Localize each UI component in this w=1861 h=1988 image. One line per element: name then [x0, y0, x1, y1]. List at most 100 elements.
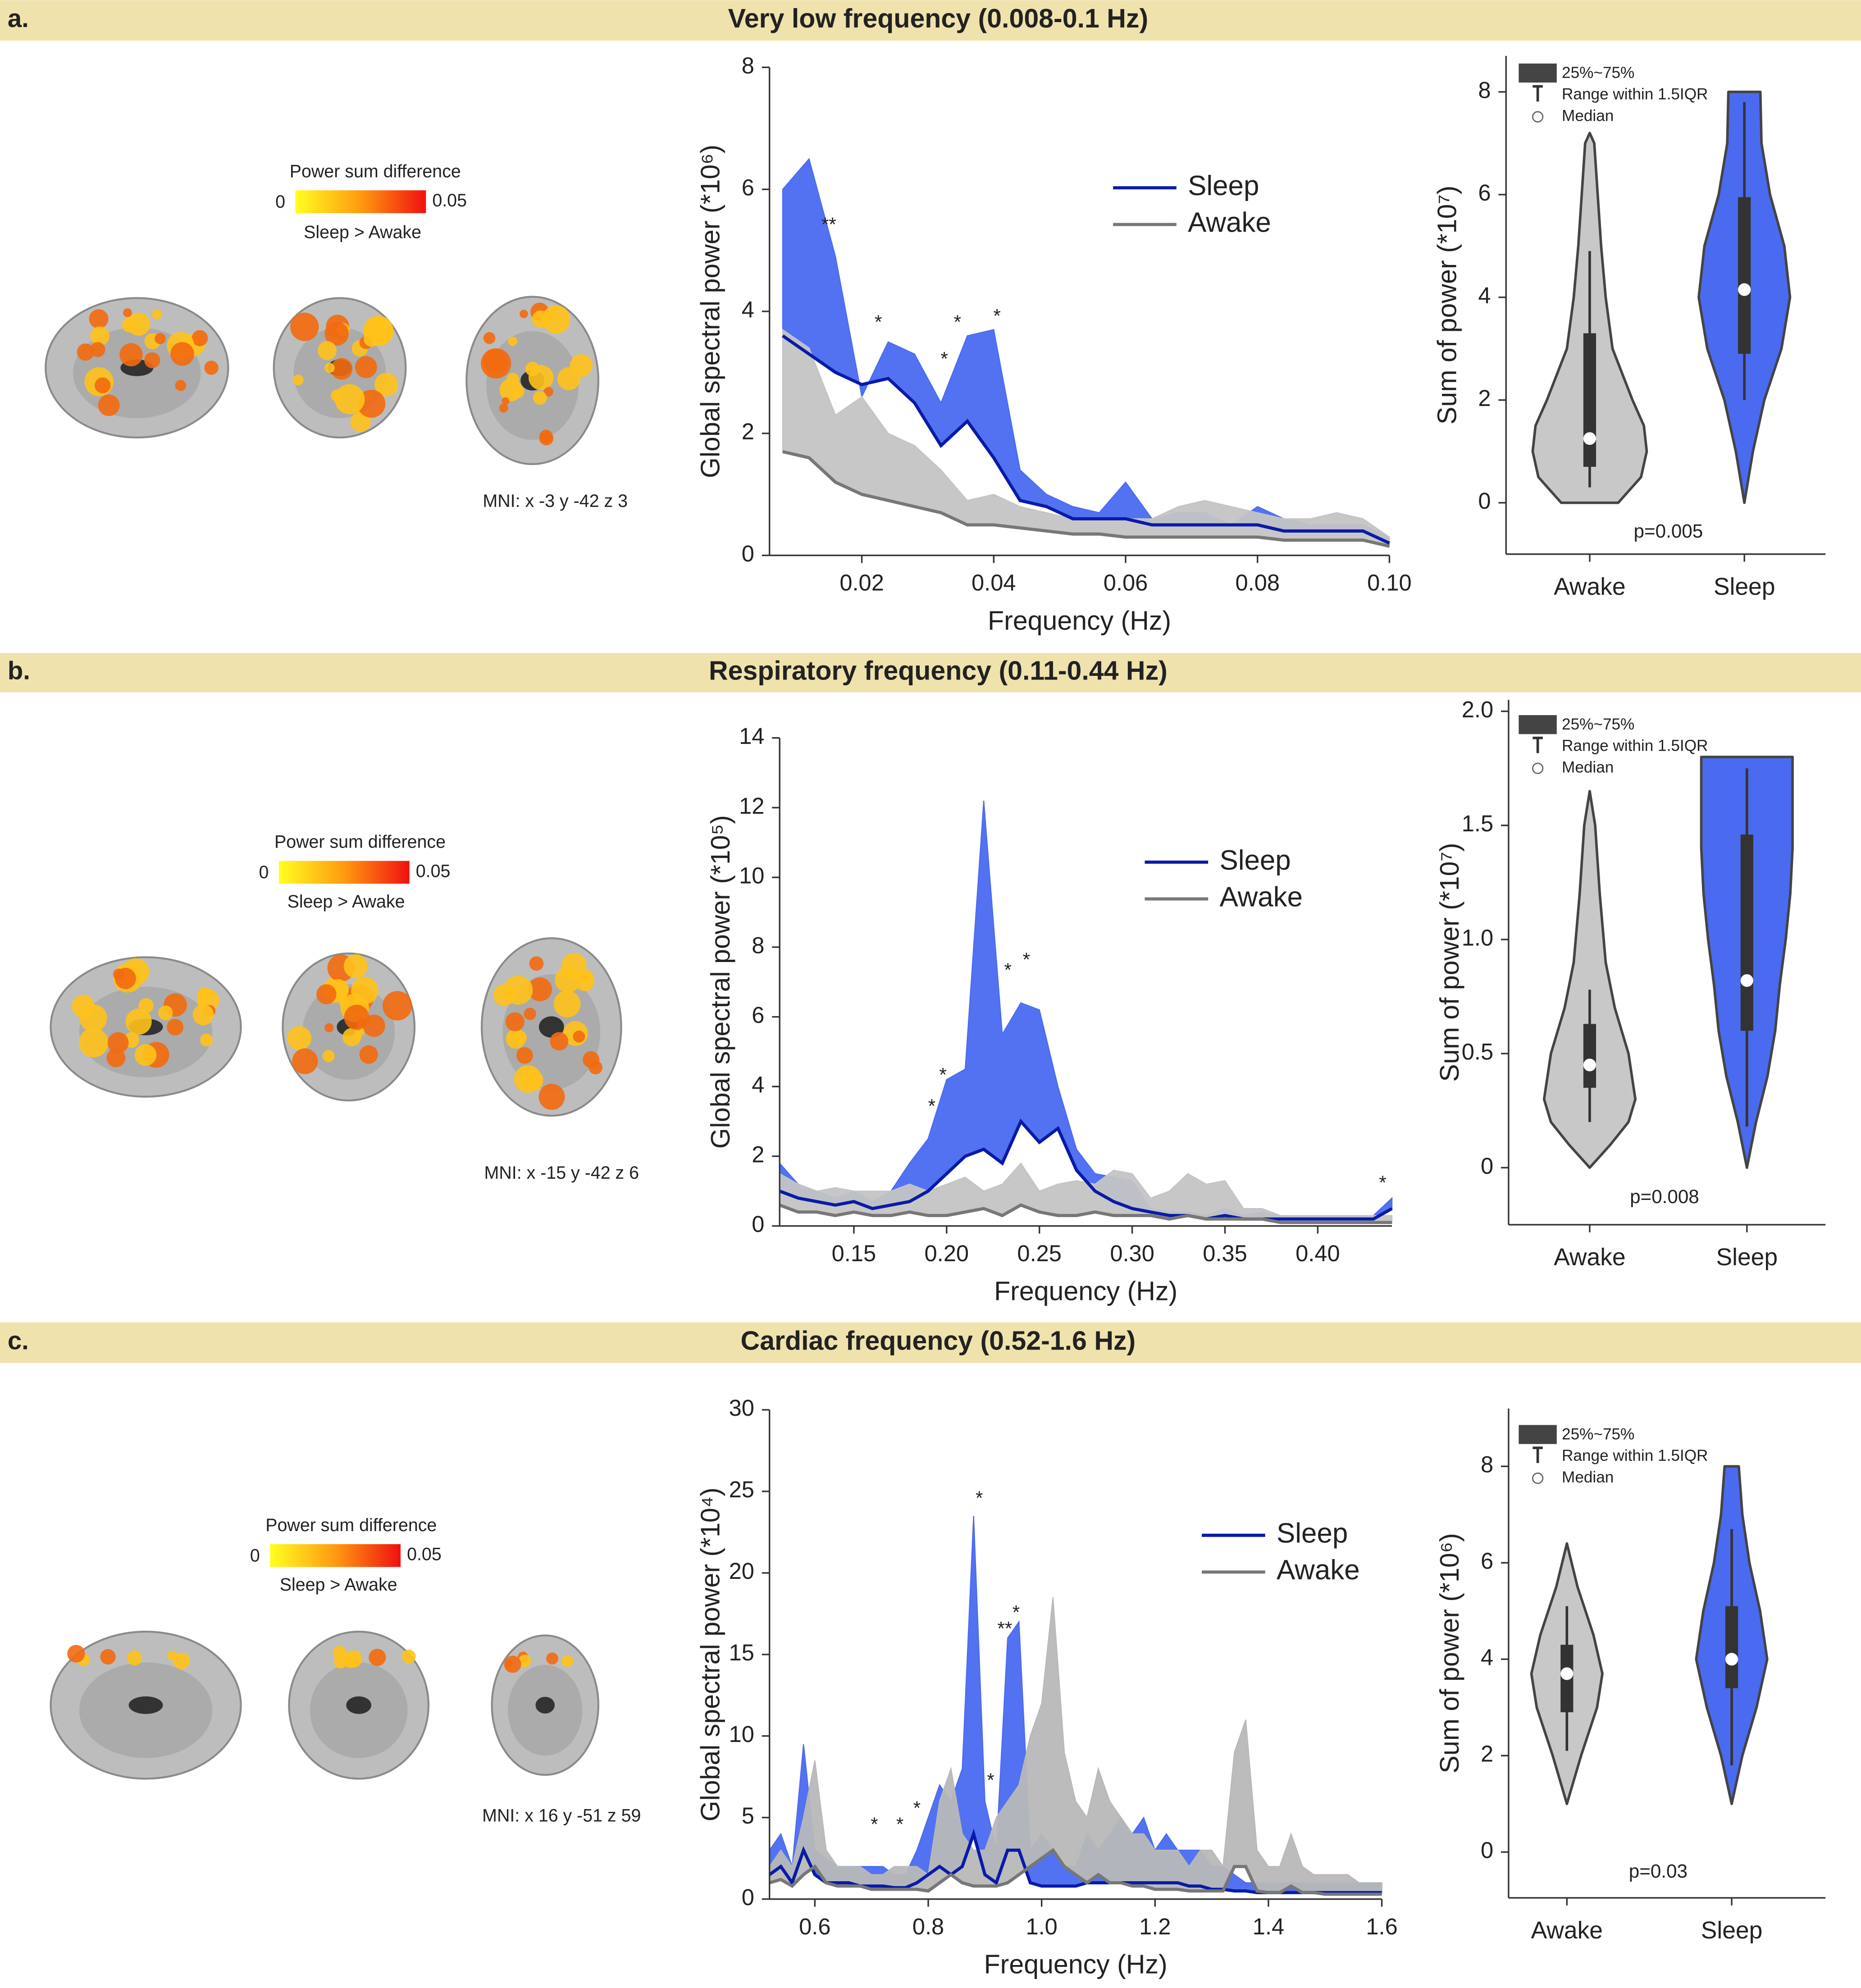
activation-blob [204, 360, 219, 375]
activation-blob [343, 954, 368, 978]
y-tick-label: 20 [729, 1558, 754, 1584]
y-tick-label: 12 [739, 793, 764, 819]
y-tick-label: 30 [729, 1395, 754, 1421]
colorbar-max: 0.05 [432, 191, 467, 210]
y-tick-label: 14 [739, 723, 764, 749]
colorbar [270, 1544, 401, 1567]
legend-label: 25%~75% [1562, 64, 1634, 82]
x-tick-label: 1.4 [1253, 1914, 1284, 1939]
legend-label: Awake [1277, 1555, 1360, 1586]
activation-blob [533, 391, 547, 405]
activation-blob [316, 984, 337, 1004]
activation-blob [197, 987, 213, 1003]
p-value: p=0.005 [1634, 520, 1703, 542]
activation-blob [134, 1044, 157, 1066]
brain-slice [45, 297, 229, 439]
y-tick-label: 0 [1481, 1153, 1493, 1179]
activation-blob [374, 373, 398, 397]
legend-box-swatch [1519, 715, 1557, 734]
activation-blob [79, 1004, 107, 1032]
y-tick-label: 1.5 [1462, 811, 1493, 836]
x-tick-label: Awake [1554, 574, 1625, 600]
x-tick-label: 0.20 [925, 1240, 969, 1266]
section-label: c. [8, 1327, 29, 1355]
activation-blob [100, 1649, 116, 1665]
legend-label: Sleep [1188, 170, 1259, 201]
significance-mark: * [976, 1487, 983, 1509]
y-tick-label: 6 [752, 1002, 764, 1028]
x-tick-label: Awake [1554, 1244, 1625, 1271]
activation-blob [546, 1652, 558, 1665]
y-tick-label: 15 [729, 1640, 754, 1665]
section-label: a. [8, 4, 29, 32]
section-title: Respiratory frequency (0.11-0.44 Hz) [709, 656, 1168, 685]
brain-slice [288, 1631, 430, 1780]
x-tick-label: Awake [1531, 1917, 1603, 1944]
activation-blob [401, 1650, 416, 1664]
x-tick-label: 0.6 [799, 1914, 830, 1939]
median [1583, 1058, 1596, 1072]
section-title: Cardiac frequency (0.52-1.6 Hz) [741, 1326, 1136, 1355]
significance-mark: * [1013, 1601, 1020, 1623]
y-tick-label: 0 [1481, 1838, 1493, 1863]
y-tick-label: 6 [1478, 180, 1491, 205]
activation-blob [553, 990, 581, 1018]
colorbar-note: Sleep > Awake [280, 1575, 397, 1595]
activation-blob [383, 991, 412, 1021]
legend-label: Range within 1.5IQR [1562, 737, 1708, 755]
brain-slice [50, 956, 242, 1098]
median [1725, 1653, 1738, 1666]
mni-coordinates: MNI: x -3 y -42 z 3 [483, 491, 628, 511]
y-tick-label: 0 [742, 1884, 754, 1910]
median [1738, 283, 1751, 296]
section-band [0, 1322, 1861, 1363]
activation-blob [324, 321, 349, 346]
x-tick-label: 0.40 [1295, 1240, 1340, 1266]
activation-blob [144, 352, 160, 369]
activation-blob [502, 397, 510, 405]
activation-blob [106, 1048, 126, 1067]
legend-label: Range within 1.5IQR [1562, 1447, 1708, 1464]
y-axis-label: Global spectral power (*10⁵) [706, 815, 735, 1149]
colorbar-min: 0 [250, 1546, 260, 1566]
legend-label: Range within 1.5IQR [1562, 86, 1708, 103]
legend-label: Median [1562, 759, 1614, 776]
activation-blob [505, 1012, 525, 1031]
line [779, 1118, 1393, 1221]
brain-ventricle [346, 1696, 372, 1714]
significance-mark: * [913, 1797, 921, 1819]
y-tick-label: 1.0 [1462, 925, 1493, 950]
activation-blob [127, 1650, 142, 1666]
activation-blob [317, 341, 337, 360]
activation-blob [90, 342, 105, 357]
section-title: Very low frequency (0.008-0.1 Hz) [728, 4, 1149, 33]
activation-blob [516, 1047, 533, 1064]
colorbar-title: Power sum difference [265, 1515, 437, 1535]
activation-blob [322, 1050, 335, 1062]
section-band [0, 653, 1861, 693]
significance-mark: * [1023, 949, 1030, 970]
activation-blob [67, 1645, 85, 1663]
legend-label: Awake [1188, 207, 1271, 238]
activation-blob [290, 312, 319, 342]
activation-blob [170, 342, 194, 366]
y-tick-label: 8 [742, 53, 754, 78]
significance-mark: * [928, 1095, 935, 1117]
activation-blob [518, 1654, 531, 1668]
activation-blob [354, 1033, 362, 1041]
brain-slice [480, 937, 622, 1117]
legend-median-swatch [1532, 1473, 1544, 1484]
x-tick-label: 0.15 [832, 1240, 876, 1266]
activation-blob [539, 429, 553, 443]
activation-blob [481, 348, 511, 379]
significance-mark: * [940, 348, 948, 369]
x-tick-label: Sleep [1716, 1244, 1778, 1271]
x-tick-label: 0.30 [1110, 1240, 1154, 1266]
x-tick-label: 0.02 [839, 570, 884, 596]
activation-blob [483, 332, 496, 344]
colorbar-title: Power sum difference [274, 832, 446, 852]
activation-blob [363, 1014, 385, 1037]
significance-mark: ** [821, 214, 836, 235]
colorbar-min: 0 [275, 192, 285, 212]
brain-slice [491, 1634, 600, 1776]
